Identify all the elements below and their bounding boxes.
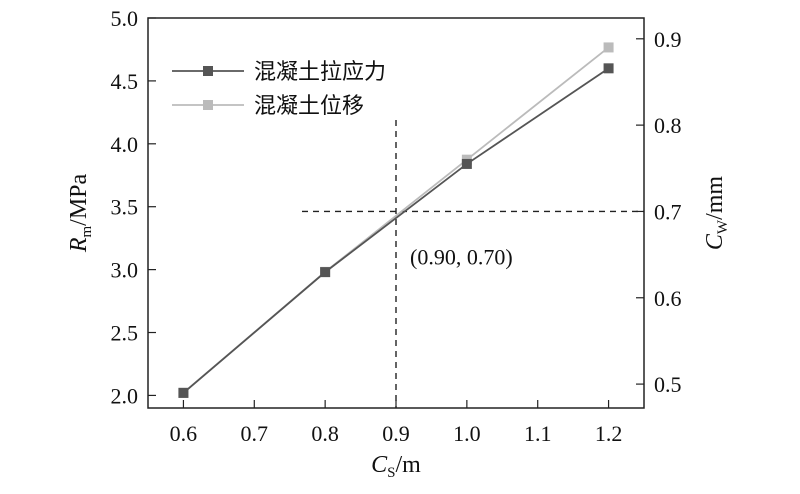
series-line-0: [182, 67, 610, 394]
x-tick-label: 1.0: [453, 421, 481, 446]
y-axis-title-main: R: [66, 237, 92, 253]
y-tick-label: 4.5: [111, 69, 139, 94]
x-tick-label: 1.1: [524, 421, 552, 446]
y-tick-label: 2.5: [111, 321, 139, 346]
x-axis-title-main: C: [371, 452, 388, 478]
series-0-point-1: [320, 267, 331, 278]
y2-tick-label: 0.8: [654, 113, 682, 138]
y2-tick-label: 0.5: [654, 372, 682, 397]
legend-marker-1: [203, 100, 213, 110]
x-tick-label: 1.2: [595, 421, 623, 446]
x-axis-title-unit: /m: [396, 452, 422, 478]
series-0-point-3: [603, 63, 614, 74]
y2-tick-label: 0.7: [654, 199, 682, 224]
y2-axis-title: CW/mm: [702, 176, 731, 251]
y-axis-title-sub: m: [79, 226, 95, 238]
x-tick-label: 0.7: [241, 421, 269, 446]
x-tick-label: 0.6: [170, 421, 198, 446]
intersection-label: (0.90, 0.70): [410, 244, 513, 269]
series-0-point-0: [178, 387, 189, 398]
x-tick-label: 0.9: [382, 421, 410, 446]
y-tick-label: 2.0: [111, 383, 139, 408]
legend-label-0: 混凝土拉应力: [254, 60, 386, 85]
x-tick-label: 0.8: [311, 421, 339, 446]
y-tick-label: 3.5: [111, 195, 139, 220]
y2-axis-title-sub: W: [715, 219, 731, 234]
y-axis-title: Rm/MPa: [66, 173, 95, 253]
legend-label-1: 混凝土位移: [254, 94, 364, 119]
y-axis-title-unit: /MPa: [66, 173, 92, 225]
legend-marker-0: [203, 66, 213, 76]
x-axis-title: CS/m: [371, 452, 421, 481]
series-0-point-2: [461, 158, 472, 169]
x-axis-title-sub: S: [387, 465, 395, 481]
series-1-point-3: [603, 42, 614, 53]
y2-tick-label: 0.6: [654, 286, 682, 311]
y-tick-label: 4.0: [111, 132, 139, 157]
y2-tick-label: 0.9: [654, 27, 682, 52]
y-tick-label: 3.0: [111, 258, 139, 283]
y-tick-label: 5.0: [111, 6, 139, 31]
y2-axis-title-unit: /mm: [702, 176, 728, 220]
y2-axis-title-main: C: [702, 233, 728, 250]
